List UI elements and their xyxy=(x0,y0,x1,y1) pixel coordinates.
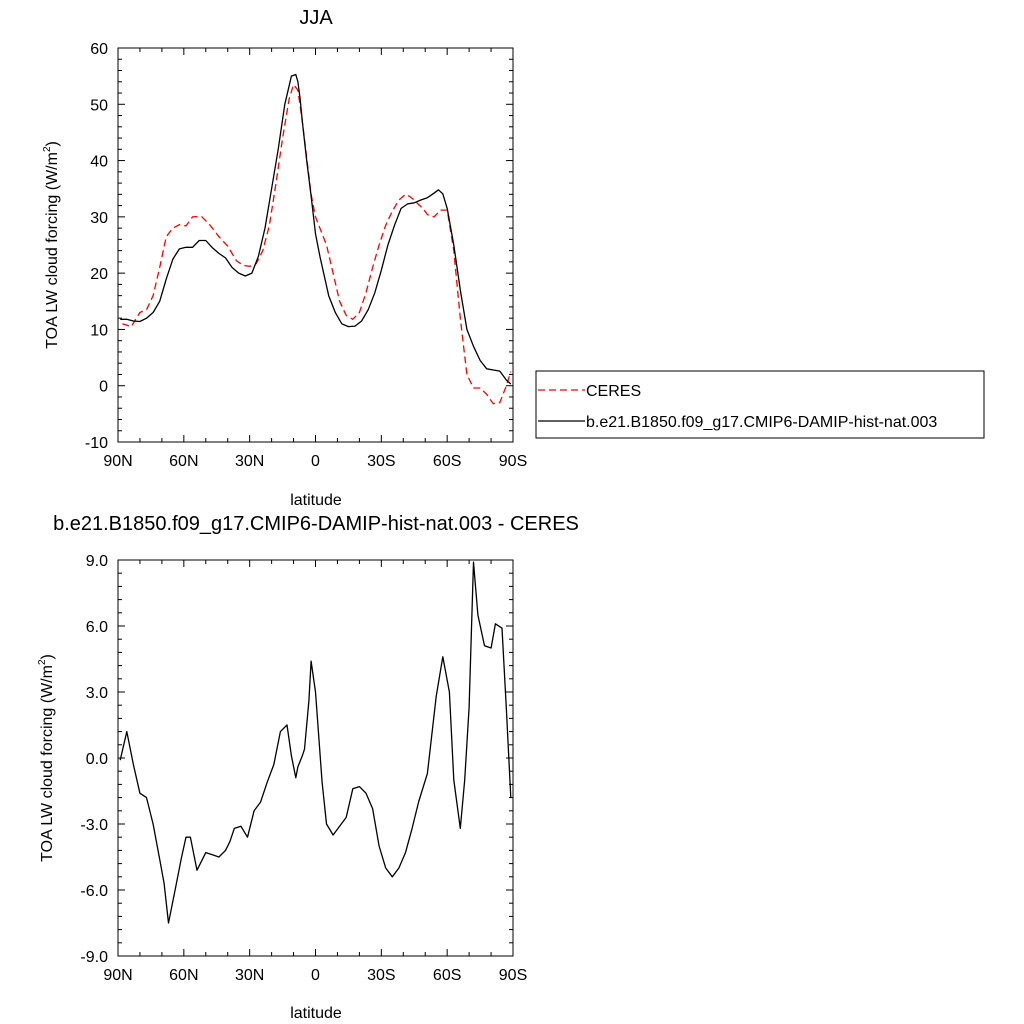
y-tick-label: 9.0 xyxy=(86,553,108,570)
y-tick-label: 40 xyxy=(90,154,108,171)
y-tick-labels: -9.0 -6.0 -3.0 0.0 3.0 6.0 9.0 xyxy=(80,553,108,966)
x-tick-label: 90S xyxy=(499,967,527,984)
x-tick-label: 30N xyxy=(235,453,264,470)
axis-ticks xyxy=(117,47,514,443)
axis-ticks xyxy=(117,559,514,957)
series-lines xyxy=(119,561,512,924)
y-tick-label: -6.0 xyxy=(80,883,108,900)
legend-label-model: b.e21.B1850.f09_g17.CMIP6-DAMIP-hist-nat… xyxy=(586,414,937,431)
x-tick-label: 0 xyxy=(311,967,320,984)
x-tick-label: 90S xyxy=(499,453,527,470)
x-tick-label: 90N xyxy=(103,453,132,470)
y-tick-label: 60 xyxy=(90,41,108,58)
y-tick-label: -10 xyxy=(85,435,108,452)
y-tick-label: 10 xyxy=(90,322,108,339)
chart-panel-climatology: JJA -10 0 10 20 30 40 50 60 90N 60N 30N 0 30S 60S 90S… xyxy=(42,7,985,509)
x-tick-labels: 90N 60N 30N 0 30S 60S 90S xyxy=(103,967,527,984)
legend-box xyxy=(535,370,985,439)
y-tick-label: 0 xyxy=(99,379,108,396)
legend-label-ceres: CERES xyxy=(586,383,641,400)
series-line-0 xyxy=(122,83,512,405)
y-axis-label: TOA LW cloud forcing (W/m2) xyxy=(37,654,56,862)
series-line-1 xyxy=(120,73,512,385)
x-tick-label: 60S xyxy=(433,967,461,984)
chart-title: JJA xyxy=(299,7,333,29)
x-tick-label: 0 xyxy=(311,453,320,470)
x-axis-label: latitude xyxy=(290,1005,342,1022)
x-tick-labels: 90N 60N 30N 0 30S 60S 90S xyxy=(103,453,527,470)
y-tick-label: 30 xyxy=(90,210,108,227)
x-tick-label: 60N xyxy=(169,967,198,984)
x-tick-label: 60S xyxy=(433,453,461,470)
chart-panel-difference: b.e21.B1850.f09_g17.CMIP6-DAMIP-hist-nat… xyxy=(37,513,579,1022)
y-tick-label: -3.0 xyxy=(80,817,108,834)
series-lines xyxy=(120,73,512,405)
x-tick-label: 60N xyxy=(169,453,198,470)
x-axis-label: latitude xyxy=(290,492,342,509)
series-line-0 xyxy=(119,561,512,924)
x-tick-label: 90N xyxy=(103,967,132,984)
legend: CERES b.e21.B1850.f09_g17.CMIP6-DAMIP-hi… xyxy=(535,370,985,439)
y-tick-label: 6.0 xyxy=(86,619,108,636)
x-tick-label: 30S xyxy=(367,453,395,470)
y-axis-label: TOA LW cloud forcing (W/m2) xyxy=(42,141,61,349)
y-tick-labels: -10 0 10 20 30 40 50 60 xyxy=(85,41,108,452)
x-tick-label: 30S xyxy=(367,967,395,984)
chart-title: b.e21.B1850.f09_g17.CMIP6-DAMIP-hist-nat… xyxy=(53,513,579,535)
y-tick-label: 20 xyxy=(90,266,108,283)
plot-frame xyxy=(117,559,514,957)
y-tick-label: 0.0 xyxy=(86,751,108,768)
y-tick-label: 50 xyxy=(90,97,108,114)
y-tick-label: -9.0 xyxy=(80,949,108,966)
x-tick-label: 30N xyxy=(235,967,264,984)
y-tick-label: 3.0 xyxy=(86,685,108,702)
